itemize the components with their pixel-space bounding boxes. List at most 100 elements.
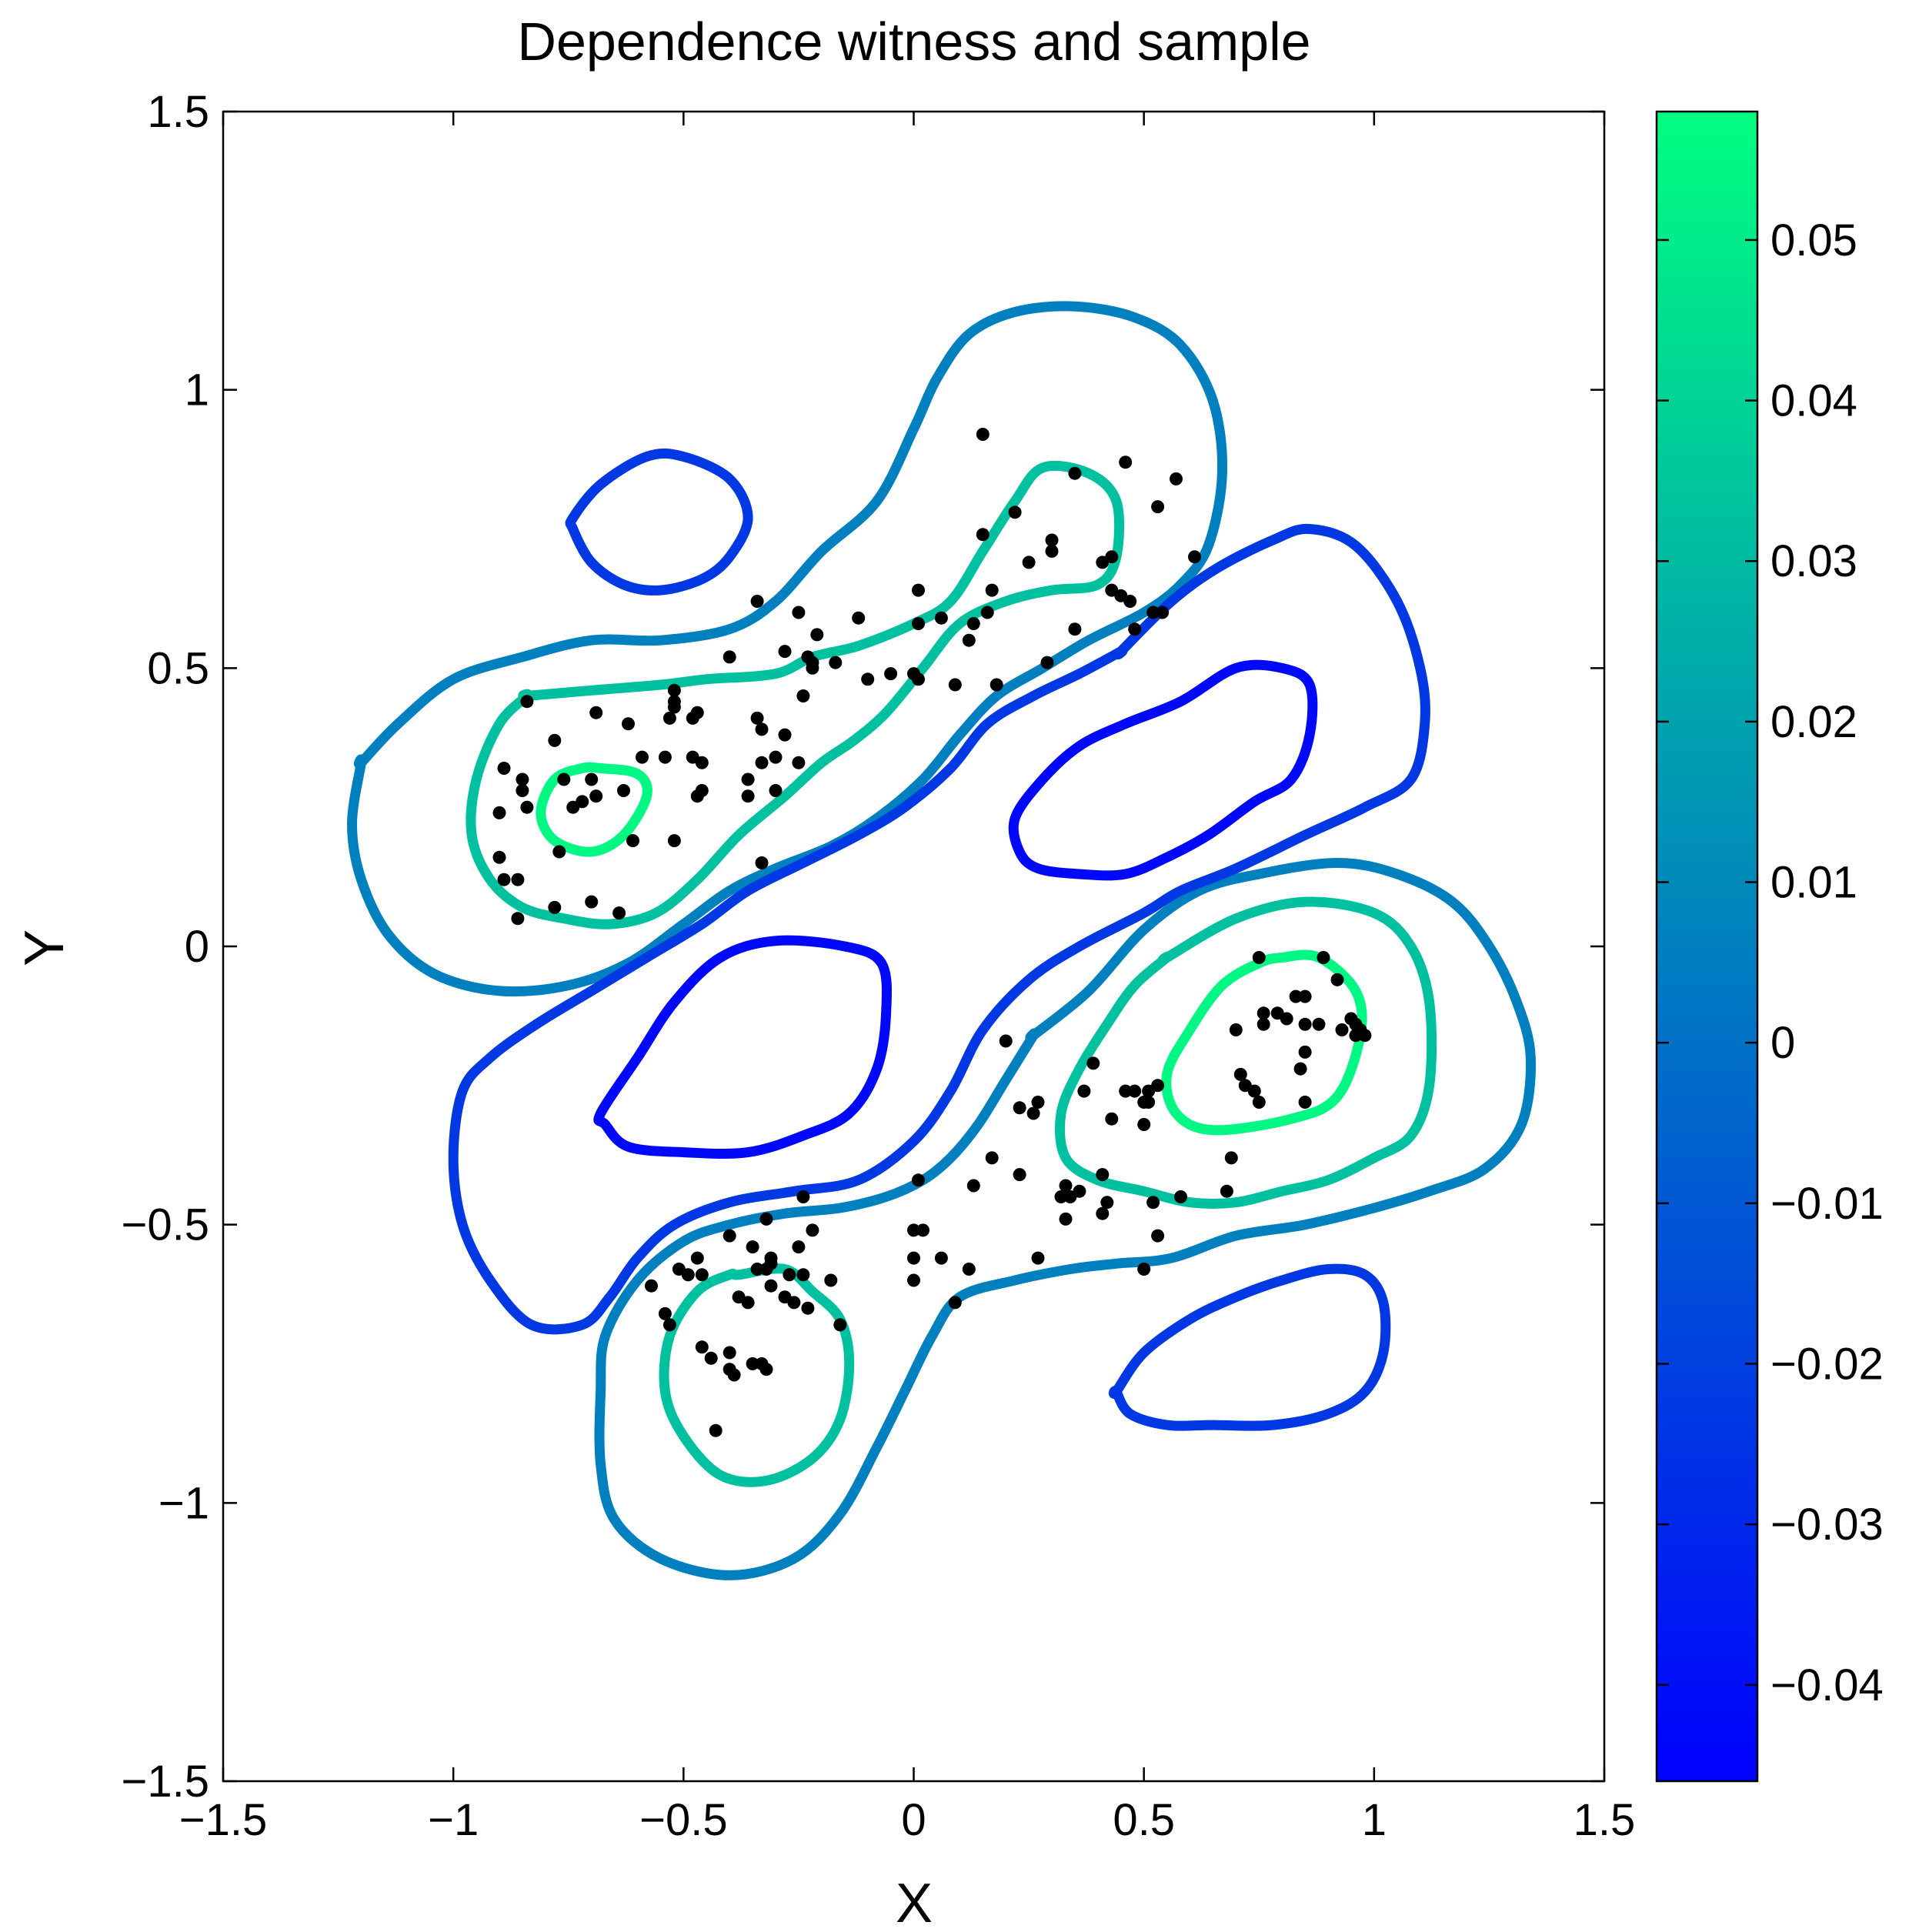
sample-point bbox=[727, 1368, 741, 1382]
sample-point bbox=[1013, 1101, 1026, 1115]
contour-line bbox=[593, 935, 892, 1160]
sample-point bbox=[769, 750, 783, 764]
y-tick-label: −1.5 bbox=[122, 1757, 210, 1807]
sample-point bbox=[962, 633, 976, 647]
sample-point bbox=[1100, 1196, 1114, 1210]
sample-point bbox=[1026, 1106, 1040, 1120]
colorbar-tick-label: 0 bbox=[1770, 1018, 1795, 1068]
sample-point bbox=[755, 756, 769, 769]
sample-point bbox=[948, 678, 962, 692]
sample-point bbox=[1312, 1017, 1326, 1031]
sample-point bbox=[1137, 1118, 1151, 1131]
sample-point bbox=[755, 722, 769, 736]
sample-point bbox=[769, 784, 783, 797]
x-tick-label: 0 bbox=[901, 1795, 926, 1845]
sample-point bbox=[1224, 1151, 1238, 1165]
sample-point bbox=[741, 1296, 755, 1310]
sample-point bbox=[681, 1268, 695, 1282]
x-tick-label: 0.5 bbox=[1113, 1795, 1175, 1845]
sample-point bbox=[833, 1318, 847, 1332]
sample-point bbox=[750, 595, 764, 608]
sample-point bbox=[1031, 1251, 1045, 1265]
colorbar-tick-label: 0.01 bbox=[1770, 858, 1857, 908]
sample-point bbox=[1298, 1017, 1312, 1031]
sample-point bbox=[912, 672, 925, 686]
sample-point bbox=[1146, 606, 1160, 619]
sample-point bbox=[1123, 595, 1137, 608]
sample-point bbox=[1068, 622, 1082, 636]
contour-line bbox=[1108, 1263, 1391, 1431]
sample-point bbox=[1031, 1096, 1045, 1109]
sample-point bbox=[516, 772, 529, 786]
sample-point bbox=[796, 1268, 810, 1282]
colorbar-ticks: −0.04 −0.03 −0.02 −0.01 0 0.01 0.02 0.03 0.04 0.0… bbox=[1657, 215, 1884, 1710]
sample-point bbox=[1298, 1096, 1312, 1109]
contour-line bbox=[1161, 949, 1367, 1136]
sample-point bbox=[585, 772, 599, 786]
sample-point bbox=[548, 900, 562, 914]
sample-point bbox=[1119, 1084, 1133, 1098]
contour-line bbox=[565, 448, 753, 596]
colorbar-tick-label: 0.02 bbox=[1770, 697, 1857, 747]
sample-point bbox=[1252, 1096, 1266, 1109]
sample-point bbox=[1151, 1229, 1165, 1243]
sample-point bbox=[1170, 472, 1183, 486]
sample-point bbox=[1358, 1029, 1372, 1043]
y-tick-label: 1 bbox=[185, 365, 209, 415]
sample-point bbox=[1059, 1212, 1073, 1226]
sample-point bbox=[792, 756, 806, 769]
sample-point bbox=[907, 1251, 920, 1265]
sample-point bbox=[1022, 556, 1036, 569]
sample-point bbox=[557, 772, 571, 786]
sample-point bbox=[912, 583, 925, 597]
x-tick-label: −1 bbox=[428, 1795, 479, 1845]
colorbar bbox=[1655, 110, 1759, 1783]
sample-point bbox=[948, 1296, 962, 1310]
sample-point bbox=[1142, 1096, 1156, 1109]
contour-line bbox=[347, 301, 1228, 997]
contour-line bbox=[594, 858, 1536, 1580]
sample-point bbox=[750, 1263, 764, 1276]
sample-point bbox=[1096, 1206, 1110, 1220]
sample-point bbox=[741, 789, 755, 803]
sample-point bbox=[1156, 606, 1170, 619]
sample-point bbox=[1233, 1067, 1247, 1081]
sample-point bbox=[520, 800, 534, 814]
sample-point bbox=[912, 617, 925, 630]
sample-point bbox=[667, 834, 681, 848]
sample-point bbox=[622, 717, 635, 731]
sample-point bbox=[1151, 1079, 1165, 1093]
colorbar-tick-label: −0.02 bbox=[1770, 1340, 1884, 1390]
sample-point bbox=[759, 1212, 773, 1226]
sample-point bbox=[1096, 1168, 1110, 1182]
sample-point bbox=[806, 1223, 819, 1237]
sample-point bbox=[658, 750, 672, 764]
sample-point bbox=[667, 683, 681, 697]
sample-point bbox=[1054, 1190, 1068, 1203]
x-tick-label: 1 bbox=[1362, 1795, 1387, 1845]
sample-point bbox=[667, 700, 681, 714]
sample-point bbox=[999, 1034, 1013, 1048]
sample-point bbox=[662, 711, 676, 725]
sample-point bbox=[966, 1179, 980, 1193]
sample-point bbox=[1040, 656, 1054, 669]
sample-point bbox=[852, 611, 866, 625]
sample-point bbox=[1105, 1112, 1119, 1126]
y-tick-label: 0 bbox=[185, 922, 209, 972]
sample-point bbox=[912, 1173, 925, 1187]
sample-point bbox=[552, 845, 566, 859]
sample-point bbox=[690, 1251, 704, 1265]
sample-point bbox=[1298, 989, 1312, 1003]
sample-point bbox=[764, 1279, 778, 1293]
sample-point bbox=[492, 850, 506, 864]
sample-point bbox=[750, 711, 764, 725]
sample-point bbox=[1220, 1184, 1233, 1198]
sample-point bbox=[695, 1340, 709, 1354]
colorbar-tick-label: −0.03 bbox=[1770, 1500, 1884, 1550]
sample-point bbox=[1247, 1084, 1261, 1098]
sample-point bbox=[497, 762, 511, 775]
sample-point bbox=[662, 1318, 676, 1332]
sample-point bbox=[617, 784, 630, 797]
sample-point bbox=[645, 1279, 658, 1293]
